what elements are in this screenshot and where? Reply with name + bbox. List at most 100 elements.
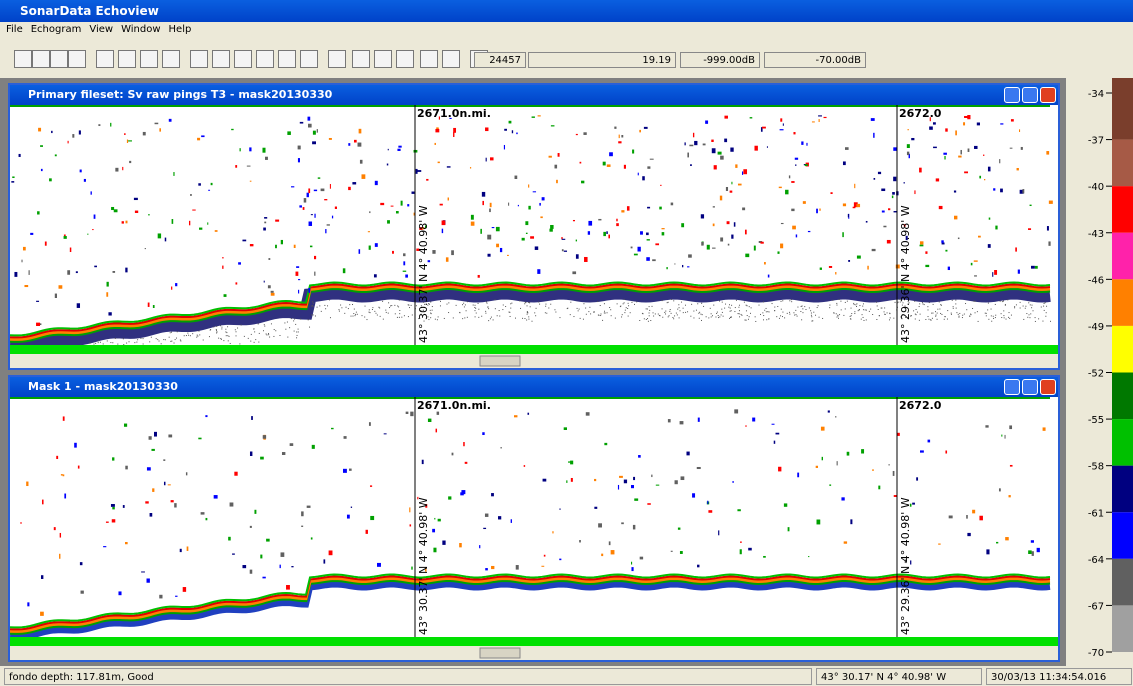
toolbar-button[interactable]	[442, 50, 460, 68]
noise	[600, 305, 601, 306]
noise	[736, 300, 737, 301]
noise	[627, 308, 628, 309]
noise	[679, 307, 680, 308]
echo-target	[250, 526, 252, 528]
echo-target	[907, 152, 909, 155]
echo-target	[527, 413, 529, 415]
echo-target	[748, 548, 752, 551]
scroll-thumb[interactable]	[480, 356, 520, 366]
toolbar-button[interactable]	[256, 50, 274, 68]
noise	[625, 310, 626, 311]
noise	[628, 305, 629, 306]
echo-target	[488, 254, 491, 257]
echo-target	[343, 469, 347, 473]
echo-target	[281, 240, 283, 244]
noise	[937, 313, 938, 314]
window-button[interactable]	[1004, 87, 1020, 103]
echo-target	[816, 209, 818, 214]
toolbar-button[interactable]	[212, 50, 230, 68]
noise	[971, 314, 972, 315]
echo-target	[572, 271, 576, 274]
echo-target	[482, 432, 484, 435]
toolbar-button[interactable]	[118, 50, 136, 68]
echo-target	[850, 519, 852, 524]
toolbar-button[interactable]	[96, 50, 114, 68]
noise	[1025, 308, 1026, 309]
noise	[300, 319, 301, 320]
noise	[636, 301, 637, 302]
echo-target	[215, 230, 218, 232]
echo-target	[728, 244, 730, 246]
noise	[617, 303, 618, 304]
toolbar-button[interactable]	[374, 50, 392, 68]
toolbar-button[interactable]	[352, 50, 370, 68]
menu-item[interactable]: Echogram	[31, 24, 82, 35]
noise	[362, 315, 363, 316]
toolbar-button[interactable]	[162, 50, 180, 68]
toolbar-button[interactable]	[140, 50, 158, 68]
toolbar-button[interactable]	[14, 50, 32, 68]
window-button[interactable]	[1040, 87, 1056, 103]
echo-target	[671, 203, 674, 206]
window-button[interactable]	[1022, 87, 1038, 103]
toolbar-button[interactable]	[328, 50, 346, 68]
noise	[889, 313, 890, 314]
echo-target	[893, 177, 896, 182]
noise	[570, 314, 571, 315]
scroll-thumb[interactable]	[480, 648, 520, 658]
echo-target	[586, 412, 590, 415]
toolbar-button[interactable]	[420, 50, 438, 68]
noise	[266, 334, 267, 335]
noise	[1025, 306, 1026, 307]
echo-target	[249, 147, 251, 151]
toolbar-button[interactable]	[32, 50, 50, 68]
noise	[590, 313, 591, 314]
toolbar-button[interactable]	[190, 50, 208, 68]
echo-target	[524, 465, 525, 467]
echo-target	[539, 203, 541, 206]
echo-target	[509, 121, 512, 124]
noise	[856, 303, 857, 304]
menu-item[interactable]: Window	[121, 24, 160, 35]
echo-target	[752, 418, 755, 422]
echo-target	[842, 232, 844, 237]
menu-item[interactable]: Help	[169, 24, 192, 35]
menu-item[interactable]: View	[89, 24, 113, 35]
noise	[586, 314, 587, 315]
window-button[interactable]	[1040, 379, 1056, 395]
window-button[interactable]	[1004, 379, 1020, 395]
noise	[884, 307, 885, 308]
echo-target	[42, 500, 44, 505]
noise	[344, 313, 345, 314]
noise	[495, 308, 496, 309]
echo-target	[175, 596, 177, 597]
toolbar-button[interactable]	[396, 50, 414, 68]
echo-target	[732, 481, 733, 483]
echo-target	[867, 266, 868, 270]
echo-target	[911, 138, 914, 140]
echo-target	[607, 164, 611, 167]
echo-target	[671, 551, 673, 552]
toolbar-button[interactable]	[278, 50, 296, 68]
noise	[216, 332, 217, 333]
window-button[interactable]	[1022, 379, 1038, 395]
noise	[693, 317, 694, 318]
toolbar-button[interactable]	[68, 50, 86, 68]
echo-target	[907, 144, 910, 148]
toolbar-button[interactable]	[50, 50, 68, 68]
noise	[932, 318, 933, 319]
echo-target	[453, 128, 456, 133]
toolbar-button[interactable]	[300, 50, 318, 68]
toolbar-button[interactable]	[234, 50, 252, 68]
noise	[465, 304, 466, 305]
echo-target	[1019, 129, 1020, 132]
noise	[722, 302, 723, 303]
noise	[776, 316, 777, 317]
noise	[793, 312, 794, 313]
echo-target	[335, 207, 337, 209]
menu-item[interactable]: File	[6, 24, 23, 35]
noise	[218, 338, 219, 339]
noise	[313, 306, 314, 307]
noise	[647, 318, 648, 319]
noise	[550, 304, 551, 305]
